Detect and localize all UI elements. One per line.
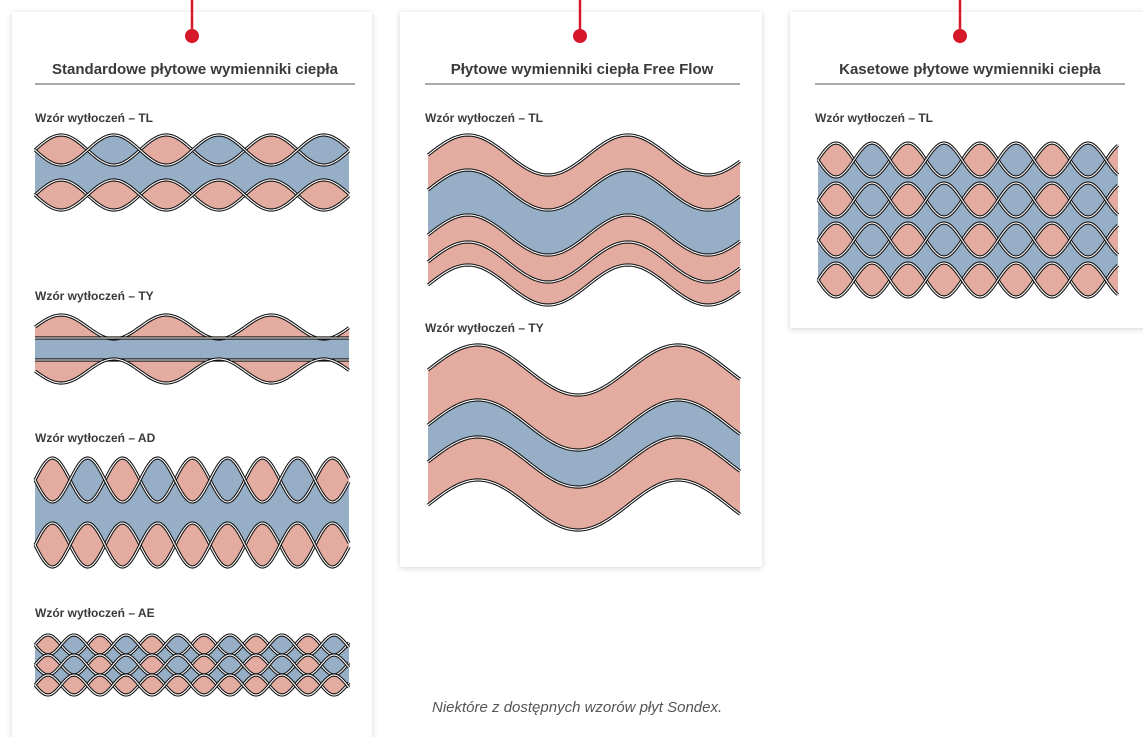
pattern-label: Wzór wytłoczeń – TL: [425, 111, 543, 125]
pattern-shape: [817, 262, 1119, 298]
pattern-shape: [427, 344, 741, 396]
pattern-shape: [35, 523, 349, 567]
pattern-shape: [427, 264, 741, 306]
pattern-shape: [428, 437, 740, 530]
caption: Niektóre z dostępnych wzorów płyt Sondex…: [432, 699, 722, 716]
pattern-shape: [427, 134, 741, 176]
pattern-label: Wzór wytłoczeń – TL: [35, 111, 153, 125]
pattern-shape: [818, 143, 1118, 217]
pattern-shape: [34, 358, 350, 384]
pattern-shape: [34, 654, 350, 676]
pattern-shape: [34, 522, 350, 568]
pattern-shape: [818, 143, 1118, 177]
pattern-shape: [817, 142, 1119, 178]
pattern-shape: [817, 262, 1119, 298]
pin-dots: [185, 29, 967, 43]
pattern-shape: [818, 263, 1118, 297]
pattern-shape: [427, 399, 741, 451]
pattern-shape: [427, 479, 741, 531]
pattern-shape: [428, 170, 740, 255]
pattern-shape: [34, 674, 350, 696]
pattern-shape: [817, 182, 1119, 218]
pattern-shape: [428, 400, 740, 487]
pattern-shape: [34, 457, 350, 503]
pattern-shape: [817, 142, 1119, 178]
pattern-shape: [428, 345, 740, 450]
pattern-shape: [34, 314, 350, 340]
card-title: Płytowe wymienniki ciepła Free Flow: [451, 61, 714, 78]
pattern-shape: [35, 338, 349, 360]
pattern-shape: [35, 458, 349, 567]
card-title: Kasetowe płytowe wymienniki ciepła: [839, 61, 1101, 78]
pattern-shape: [427, 169, 741, 211]
pattern-shape: [817, 182, 1119, 218]
pattern-label: Wzór wytłoczeń – AE: [35, 606, 155, 620]
pattern-shape: [818, 183, 1118, 217]
pattern-shape: [34, 134, 350, 166]
pattern-label: Wzór wytłoczeń – TY: [425, 321, 544, 335]
pattern-shape: [427, 214, 741, 256]
pattern-shape: [35, 458, 349, 502]
pattern-label: Wzór wytłoczeń – TL: [815, 111, 933, 125]
patterns: [33, 133, 1120, 697]
pattern-shape: [818, 223, 1118, 257]
pattern-label: Wzór wytłoczeń – TY: [35, 289, 154, 303]
pattern-shape: [34, 634, 350, 656]
pattern-shape: [427, 436, 741, 488]
pattern-shape: [34, 522, 350, 568]
pattern-shape: [34, 457, 350, 503]
pattern-shape: [34, 179, 350, 211]
pins: [190, 0, 962, 32]
pattern-label: Wzór wytłoczeń – AD: [35, 431, 156, 445]
pattern-shape: [818, 183, 1118, 257]
pattern-shape: [817, 222, 1119, 258]
card-title: Standardowe płytowe wymienniki ciepła: [52, 61, 339, 78]
pattern-shape: [817, 222, 1119, 258]
pattern-shape: [427, 241, 741, 283]
pattern-shape: [818, 223, 1118, 297]
